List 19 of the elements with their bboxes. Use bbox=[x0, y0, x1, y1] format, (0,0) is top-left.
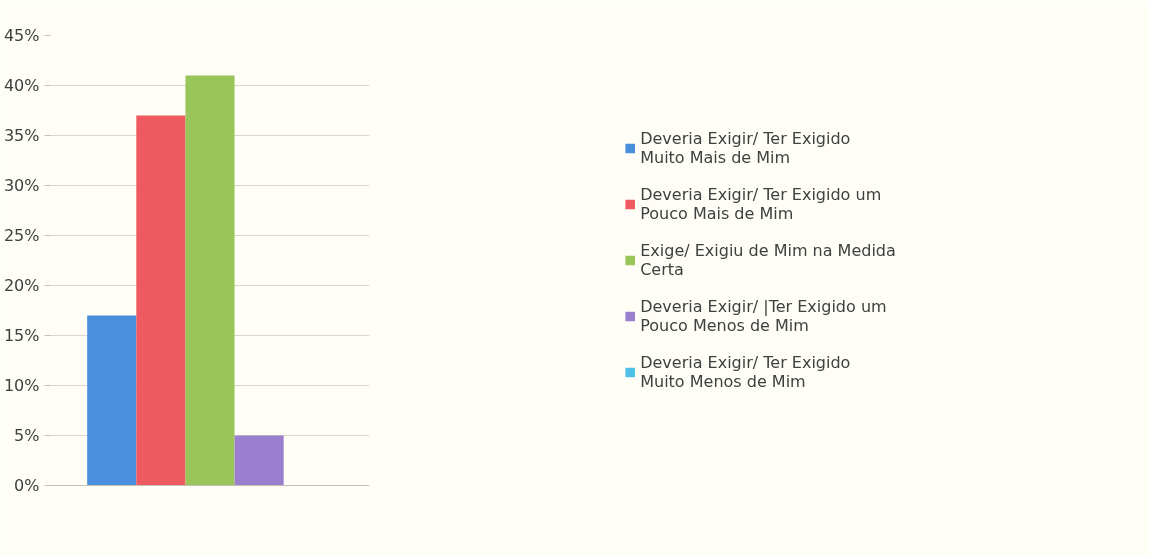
y-tick-label: 20% bbox=[3, 276, 40, 295]
y-tick-label: 40% bbox=[3, 76, 40, 95]
bar bbox=[185, 75, 235, 486]
y-tick-label: 5% bbox=[14, 426, 40, 445]
bar bbox=[87, 315, 137, 486]
y-tick-label: 45% bbox=[3, 26, 40, 45]
legend-label: Deveria Exigir/ Ter Exigido Muito Menos de Mim bbox=[640, 352, 851, 392]
bar bbox=[136, 115, 186, 486]
legend-label: Deveria Exigir/ |Ter Exigido um Pouco Menos de Mim bbox=[640, 296, 887, 336]
legend-label: Deveria Exigir/ Ter Exigido um Pouco Mais de Mim bbox=[640, 184, 882, 224]
legend-label: Exige/ Exigiu de Mim na Medida Certa bbox=[640, 240, 896, 280]
legend-label: Deveria Exigir/ Ter Exigido Muito Mais de Mim bbox=[640, 128, 851, 168]
y-tick-label: 30% bbox=[3, 176, 40, 195]
y-tick-label: 35% bbox=[3, 126, 40, 145]
y-tick-label: 10% bbox=[3, 376, 40, 395]
bar bbox=[234, 435, 284, 486]
y-tick-label: 25% bbox=[3, 226, 40, 245]
y-tick-label: 15% bbox=[3, 326, 40, 345]
y-tick-label: 0% bbox=[14, 476, 40, 495]
